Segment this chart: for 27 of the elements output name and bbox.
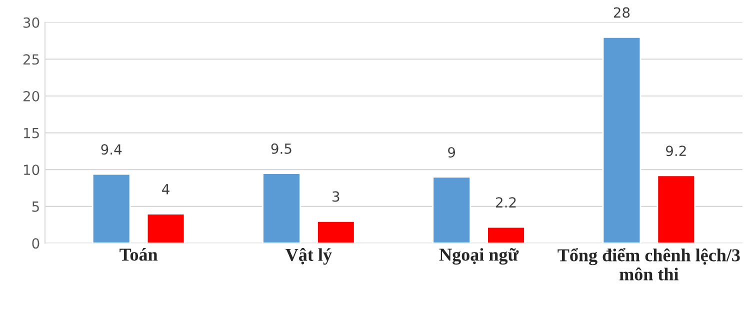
x-tick-label: Toán	[120, 248, 158, 261]
data-label: 9	[448, 147, 456, 158]
data-label: 28	[614, 7, 630, 18]
bar	[486, 226, 526, 244]
data-label: 4	[162, 184, 170, 194]
x-tick-label: Tổng điểm chênh lệch/3 môn thi	[558, 248, 740, 280]
bar	[92, 173, 131, 244]
data-label: 2.2	[496, 197, 516, 208]
bar	[656, 174, 696, 244]
data-label: 3	[332, 191, 340, 202]
y-tick-label: 15	[24, 128, 39, 138]
data-label: 9.4	[101, 144, 122, 155]
x-tick-label: Ngoại ngữ	[439, 248, 519, 265]
y-tick-label: 20	[23, 90, 40, 102]
bar	[146, 213, 186, 244]
bar	[602, 36, 642, 244]
data-label: 9.5	[271, 143, 292, 154]
bar	[432, 176, 471, 244]
y-tick-label: 25	[23, 54, 39, 65]
y-tick-label: 10	[24, 164, 40, 176]
y-tick-label: 30	[24, 17, 40, 28]
bar	[262, 172, 301, 244]
bar	[316, 220, 356, 244]
x-tick-label: Vật lý	[286, 248, 332, 265]
y-tick-label: 0	[32, 238, 40, 249]
data-label: 9.2	[666, 146, 686, 156]
y-tick-label: 5	[32, 202, 39, 212]
